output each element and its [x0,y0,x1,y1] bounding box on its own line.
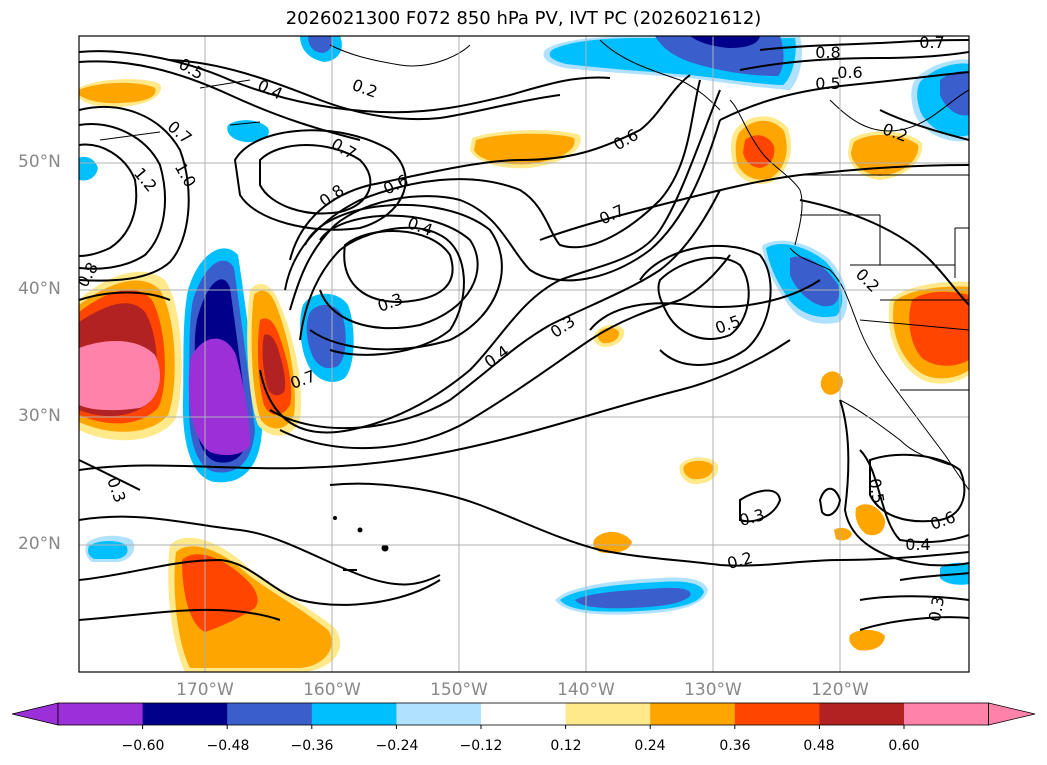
colorbar [11,702,1036,729]
colorbar-segment [819,703,905,725]
colorbar-tick-label: −0.48 [206,738,250,754]
lon-label: 150°W [430,680,488,700]
contour-label: 0.5 [865,477,888,505]
pv-contours [79,39,969,631]
contour-label: 0.7 [919,33,944,52]
colorbar-segment [904,703,990,725]
colorbar-segment [481,703,567,725]
colorbar-tick-label: 0.12 [550,738,582,754]
positive-anomaly [855,504,886,536]
colorbar-tick-label: −0.36 [290,738,334,754]
colorbar-segment [734,703,820,725]
colorbar-extend-min [11,702,59,726]
positive-anomaly [743,135,775,168]
positive-anomaly [79,82,156,104]
negative-anomaly [575,587,691,609]
lat-label: 20°N [18,534,61,554]
positive-anomaly [834,527,852,541]
lon-label: 140°W [557,680,615,700]
colorbar-segment [650,703,736,725]
positive-anomaly [909,291,969,366]
contour-label: 0.4 [905,535,930,554]
contour-label: 0.5 [815,74,840,93]
lat-label: 50°N [18,152,61,172]
colorbar-segment [58,703,144,725]
colorbar-segment [565,703,651,725]
lat-label: 30°N [18,406,61,426]
negative-anomaly [308,36,333,53]
colorbar-segment [311,703,397,725]
positive-anomaly [262,334,286,396]
negative-anomaly [188,338,250,456]
negative-anomaly [655,36,784,76]
contour-label: 0.8 [815,43,840,62]
gridlines [79,36,969,672]
colorbar-tick-label: −0.60 [121,738,165,754]
negative-anomaly [227,120,269,143]
positive-anomaly [593,531,632,554]
contour-label: 0.6 [837,63,862,82]
negative-anomaly [790,256,840,307]
colorbar-tick-label: −0.24 [375,738,419,754]
positive-anomaly [849,629,885,651]
negative-anomaly [690,36,760,48]
map-frame [78,35,970,673]
positive-anomaly [683,460,714,480]
positive-anomaly [820,371,843,395]
colorbar-tick-label: 0.60 [888,738,920,754]
colorbar-tick-label: 0.24 [634,738,666,754]
map-plot-area: 0.5 0.4 0.2 0.7 1.2 1.0 0.7 0.8 0.6 0.4 … [79,33,969,672]
colorbar-tick-label: 0.36 [719,738,751,754]
lon-label: 130°W [684,680,742,700]
colorbar-segment [142,703,228,725]
negative-anomaly [940,71,969,116]
colorbar-segment [227,703,313,725]
colorbar-tick-label: 0.48 [803,738,835,754]
lon-label: 160°W [303,680,361,700]
colorbar-frame [57,702,989,726]
colorbar-extend-max [988,702,1036,726]
colorbar-segment [396,703,482,725]
positive-anomaly [79,340,160,411]
colorbar-tick-label: −0.12 [459,738,503,754]
contour-label: 0.3 [925,595,948,623]
map-title: 2026021300 F072 850 hPa PV, IVT PC (2026… [285,8,762,29]
lon-label: 170°W [176,680,234,700]
negative-anomaly [88,540,128,559]
positive-anomaly [474,133,575,165]
lat-label: 40°N [18,279,61,299]
positive-anomaly [182,554,258,632]
lon-label: 120°W [811,680,869,700]
